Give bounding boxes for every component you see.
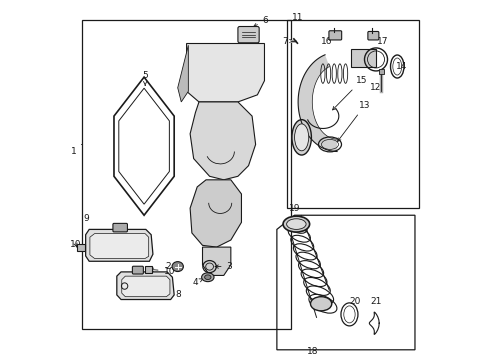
Text: 9: 9 (83, 214, 89, 223)
Ellipse shape (283, 216, 310, 232)
Text: 18: 18 (307, 347, 318, 356)
Text: 1: 1 (72, 147, 77, 156)
Ellipse shape (205, 275, 211, 279)
Polygon shape (187, 44, 265, 102)
Bar (288, 21, 418, 208)
Polygon shape (122, 276, 170, 297)
FancyBboxPatch shape (329, 31, 342, 40)
Ellipse shape (172, 262, 183, 271)
FancyBboxPatch shape (368, 31, 379, 40)
Text: 2: 2 (165, 262, 177, 271)
Text: 10: 10 (150, 267, 175, 276)
Text: 8: 8 (175, 291, 181, 300)
Polygon shape (190, 102, 256, 180)
FancyBboxPatch shape (238, 27, 259, 43)
Polygon shape (298, 55, 337, 152)
Text: 21: 21 (370, 297, 382, 306)
Text: 13: 13 (338, 101, 370, 141)
Ellipse shape (294, 124, 309, 151)
Text: 17: 17 (374, 35, 389, 45)
Ellipse shape (292, 120, 311, 155)
Polygon shape (117, 272, 174, 300)
Text: 4: 4 (193, 278, 203, 287)
Text: 16: 16 (321, 36, 333, 45)
Polygon shape (178, 45, 188, 102)
Text: 11: 11 (292, 13, 303, 22)
Text: 10: 10 (70, 240, 81, 249)
Polygon shape (202, 247, 231, 275)
Polygon shape (190, 180, 242, 247)
Bar (379, 69, 384, 73)
Text: 7: 7 (282, 36, 294, 45)
FancyBboxPatch shape (77, 244, 85, 251)
Text: 12: 12 (370, 83, 382, 92)
Text: 6: 6 (254, 16, 269, 27)
FancyBboxPatch shape (145, 266, 152, 273)
Text: 14: 14 (396, 62, 407, 71)
Ellipse shape (311, 297, 332, 311)
Text: 3: 3 (215, 262, 232, 271)
Polygon shape (86, 229, 153, 261)
FancyBboxPatch shape (113, 224, 127, 232)
Text: 20: 20 (349, 297, 361, 306)
Polygon shape (351, 49, 376, 67)
Bar (82, 21, 291, 329)
Text: 5: 5 (142, 71, 148, 85)
Text: 19: 19 (290, 204, 301, 221)
Ellipse shape (201, 273, 214, 282)
Ellipse shape (287, 219, 306, 229)
Text: 15: 15 (333, 76, 367, 110)
Polygon shape (90, 234, 148, 258)
FancyBboxPatch shape (132, 266, 144, 274)
